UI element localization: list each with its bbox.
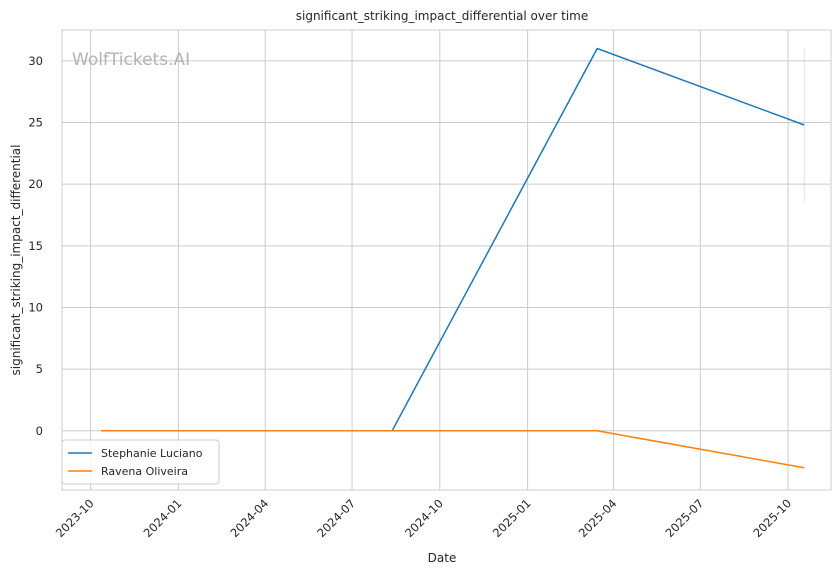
legend-label-ravena-oliveira: Ravena Oliveira	[101, 465, 188, 478]
x-tick-label: 2024-07	[314, 496, 358, 540]
series-line-ravena-oliveira	[101, 430, 805, 469]
x-tick-label: 2024-10	[402, 496, 446, 540]
x-tick-label: 2024-01	[141, 496, 185, 540]
x-tick-label: 2023-10	[53, 496, 97, 540]
y-tick-label: 25	[28, 115, 43, 129]
series	[101, 47, 805, 469]
x-tick-label: 2025-10	[750, 496, 794, 540]
chart-title: significant_striking_impact_differential…	[296, 9, 588, 23]
grid	[62, 30, 831, 490]
y-tick-label: 0	[36, 424, 43, 438]
plot-frame	[61, 29, 832, 491]
x-axis-title: Date	[428, 551, 457, 565]
y-axis-ticks: 0 5 10 15 20 25 30	[28, 54, 43, 438]
x-tick-label: 2024-04	[227, 496, 271, 540]
legend-label-stephanie-luciano: Stephanie Luciano	[101, 447, 203, 460]
x-tick-label: 2025-04	[576, 496, 620, 540]
legend: Stephanie Luciano Ravena Oliveira	[61, 439, 220, 485]
y-tick-label: 15	[28, 239, 43, 253]
x-axis-ticks: 2023-10 2024-01 2024-04 2024-07 2024-10 2025-…	[53, 496, 794, 540]
y-axis-title: significant_striking_impact_differential	[9, 145, 23, 376]
series-line-stephanie-luciano	[101, 47, 805, 432]
x-tick-label: 2025-01	[490, 496, 534, 540]
y-tick-label: 20	[28, 177, 43, 191]
y-tick-label: 30	[28, 54, 43, 68]
legend-box	[61, 439, 220, 485]
y-tick-label: 10	[28, 300, 43, 314]
y-tick-label: 5	[36, 362, 43, 376]
x-tick-label: 2025-07	[663, 496, 707, 540]
watermark: WolfTickets.AI	[72, 50, 190, 70]
